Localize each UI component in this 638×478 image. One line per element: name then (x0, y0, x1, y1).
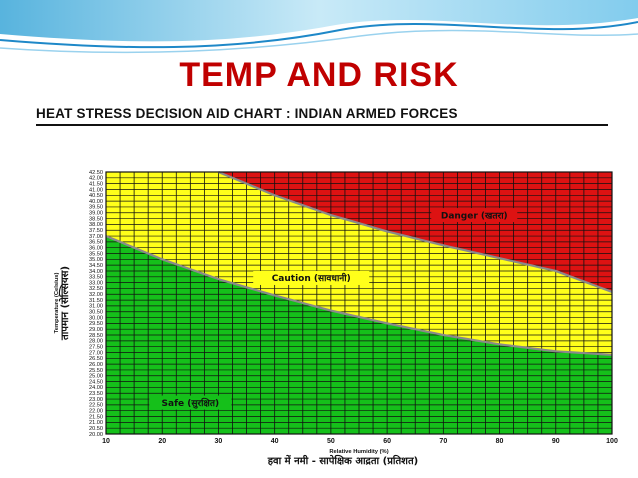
y-tick-label: 25.00 (89, 374, 103, 380)
safe-zone-label: Safe (सुरक्षित) (162, 397, 220, 409)
x-tick-label: 50 (327, 438, 335, 445)
y-tick-label: 38.00 (89, 222, 103, 228)
y-tick-label: 20.00 (89, 432, 103, 438)
y-tick-label: 27.50 (89, 344, 103, 350)
x-tick-label: 80 (496, 438, 504, 445)
y-tick-label: 20.50 (89, 426, 103, 432)
y-tick-label: 23.50 (89, 391, 103, 397)
y-tick-label: 41.50 (89, 181, 103, 187)
y-tick-label: 36.00 (89, 245, 103, 251)
y-tick-label: 34.00 (89, 269, 103, 275)
y-tick-label: 21.50 (89, 414, 103, 420)
slide-title: TEMP AND RISK (179, 56, 459, 94)
y-axis-label-hindi: तापमान (सेल्सियस) (58, 266, 71, 341)
y-tick-label: 23.00 (89, 397, 103, 403)
y-tick-label: 41.00 (89, 187, 103, 193)
y-tick-label: 35.00 (89, 257, 103, 263)
y-tick-label: 29.00 (89, 327, 103, 333)
y-tick-label: 39.00 (89, 211, 103, 217)
y-tick-label: 33.50 (89, 275, 103, 281)
y-tick-label: 35.50 (89, 251, 103, 257)
y-axis-label: Temperature (Celsius) (54, 273, 60, 334)
y-tick-label: 26.00 (89, 362, 103, 368)
x-tick-label: 60 (383, 438, 391, 445)
y-tick-label: 38.50 (89, 216, 103, 222)
x-tick-label: 20 (158, 438, 166, 445)
y-tick-label: 37.00 (89, 234, 103, 240)
caution-danger-boundary (218, 170, 613, 293)
x-tick-label: 10 (102, 438, 110, 445)
x-tick-label: 40 (271, 438, 279, 445)
chart-title-rule (36, 124, 608, 126)
y-tick-label: 36.50 (89, 240, 103, 246)
y-tick-label: 28.50 (89, 333, 103, 339)
y-tick-label: 22.50 (89, 403, 103, 409)
x-tick-label: 100 (606, 438, 618, 445)
y-tick-label: 31.00 (89, 304, 103, 310)
y-tick-label: 32.50 (89, 286, 103, 292)
y-tick-label: 40.00 (89, 199, 103, 205)
chart-title: HEAT STRESS DECISION AID CHART : INDIAN … (36, 106, 458, 121)
y-tick-label: 32.00 (89, 292, 103, 298)
y-tick-label: 29.50 (89, 321, 103, 327)
y-tick-label: 42.00 (89, 176, 103, 182)
y-tick-label: 28.00 (89, 339, 103, 345)
y-tick-label: 42.50 (89, 170, 103, 176)
y-tick-label: 26.50 (89, 356, 103, 362)
x-tick-label: 70 (439, 438, 447, 445)
y-tick-label: 24.50 (89, 379, 103, 385)
y-tick-label: 30.50 (89, 310, 103, 316)
y-tick-label: 33.00 (89, 280, 103, 286)
x-axis-label: Relative Humidity (%) (329, 449, 388, 455)
x-tick-label: 90 (552, 438, 560, 445)
x-tick-label: 30 (215, 438, 223, 445)
y-tick-label: 24.00 (89, 385, 103, 391)
y-tick-label: 40.50 (89, 193, 103, 199)
decorative-wave-header (0, 0, 638, 54)
safe-zone-label-box (149, 395, 232, 410)
caution-zone-label: Caution (सावधानी) (272, 272, 351, 284)
y-tick-label: 27.00 (89, 350, 103, 356)
plot-frame (105, 171, 613, 435)
y-tick-label: 25.50 (89, 368, 103, 374)
danger-zone-label: Danger (खतरा) (441, 211, 508, 221)
y-tick-label: 39.50 (89, 205, 103, 211)
y-tick-label: 37.50 (89, 228, 103, 234)
y-tick-label: 34.50 (89, 263, 103, 269)
y-tick-label: 30.00 (89, 315, 103, 321)
safe-caution-boundary (105, 235, 613, 356)
y-tick-label: 21.00 (89, 420, 103, 426)
y-tick-label: 31.50 (89, 298, 103, 304)
caution-zone-label-box (253, 270, 370, 285)
danger-zone-label-box (431, 208, 518, 223)
y-tick-label: 22.00 (89, 409, 103, 415)
x-axis-label-hindi: हवा में नमी - सापेक्षिक आद्रता (प्रतिशत) (267, 454, 419, 467)
